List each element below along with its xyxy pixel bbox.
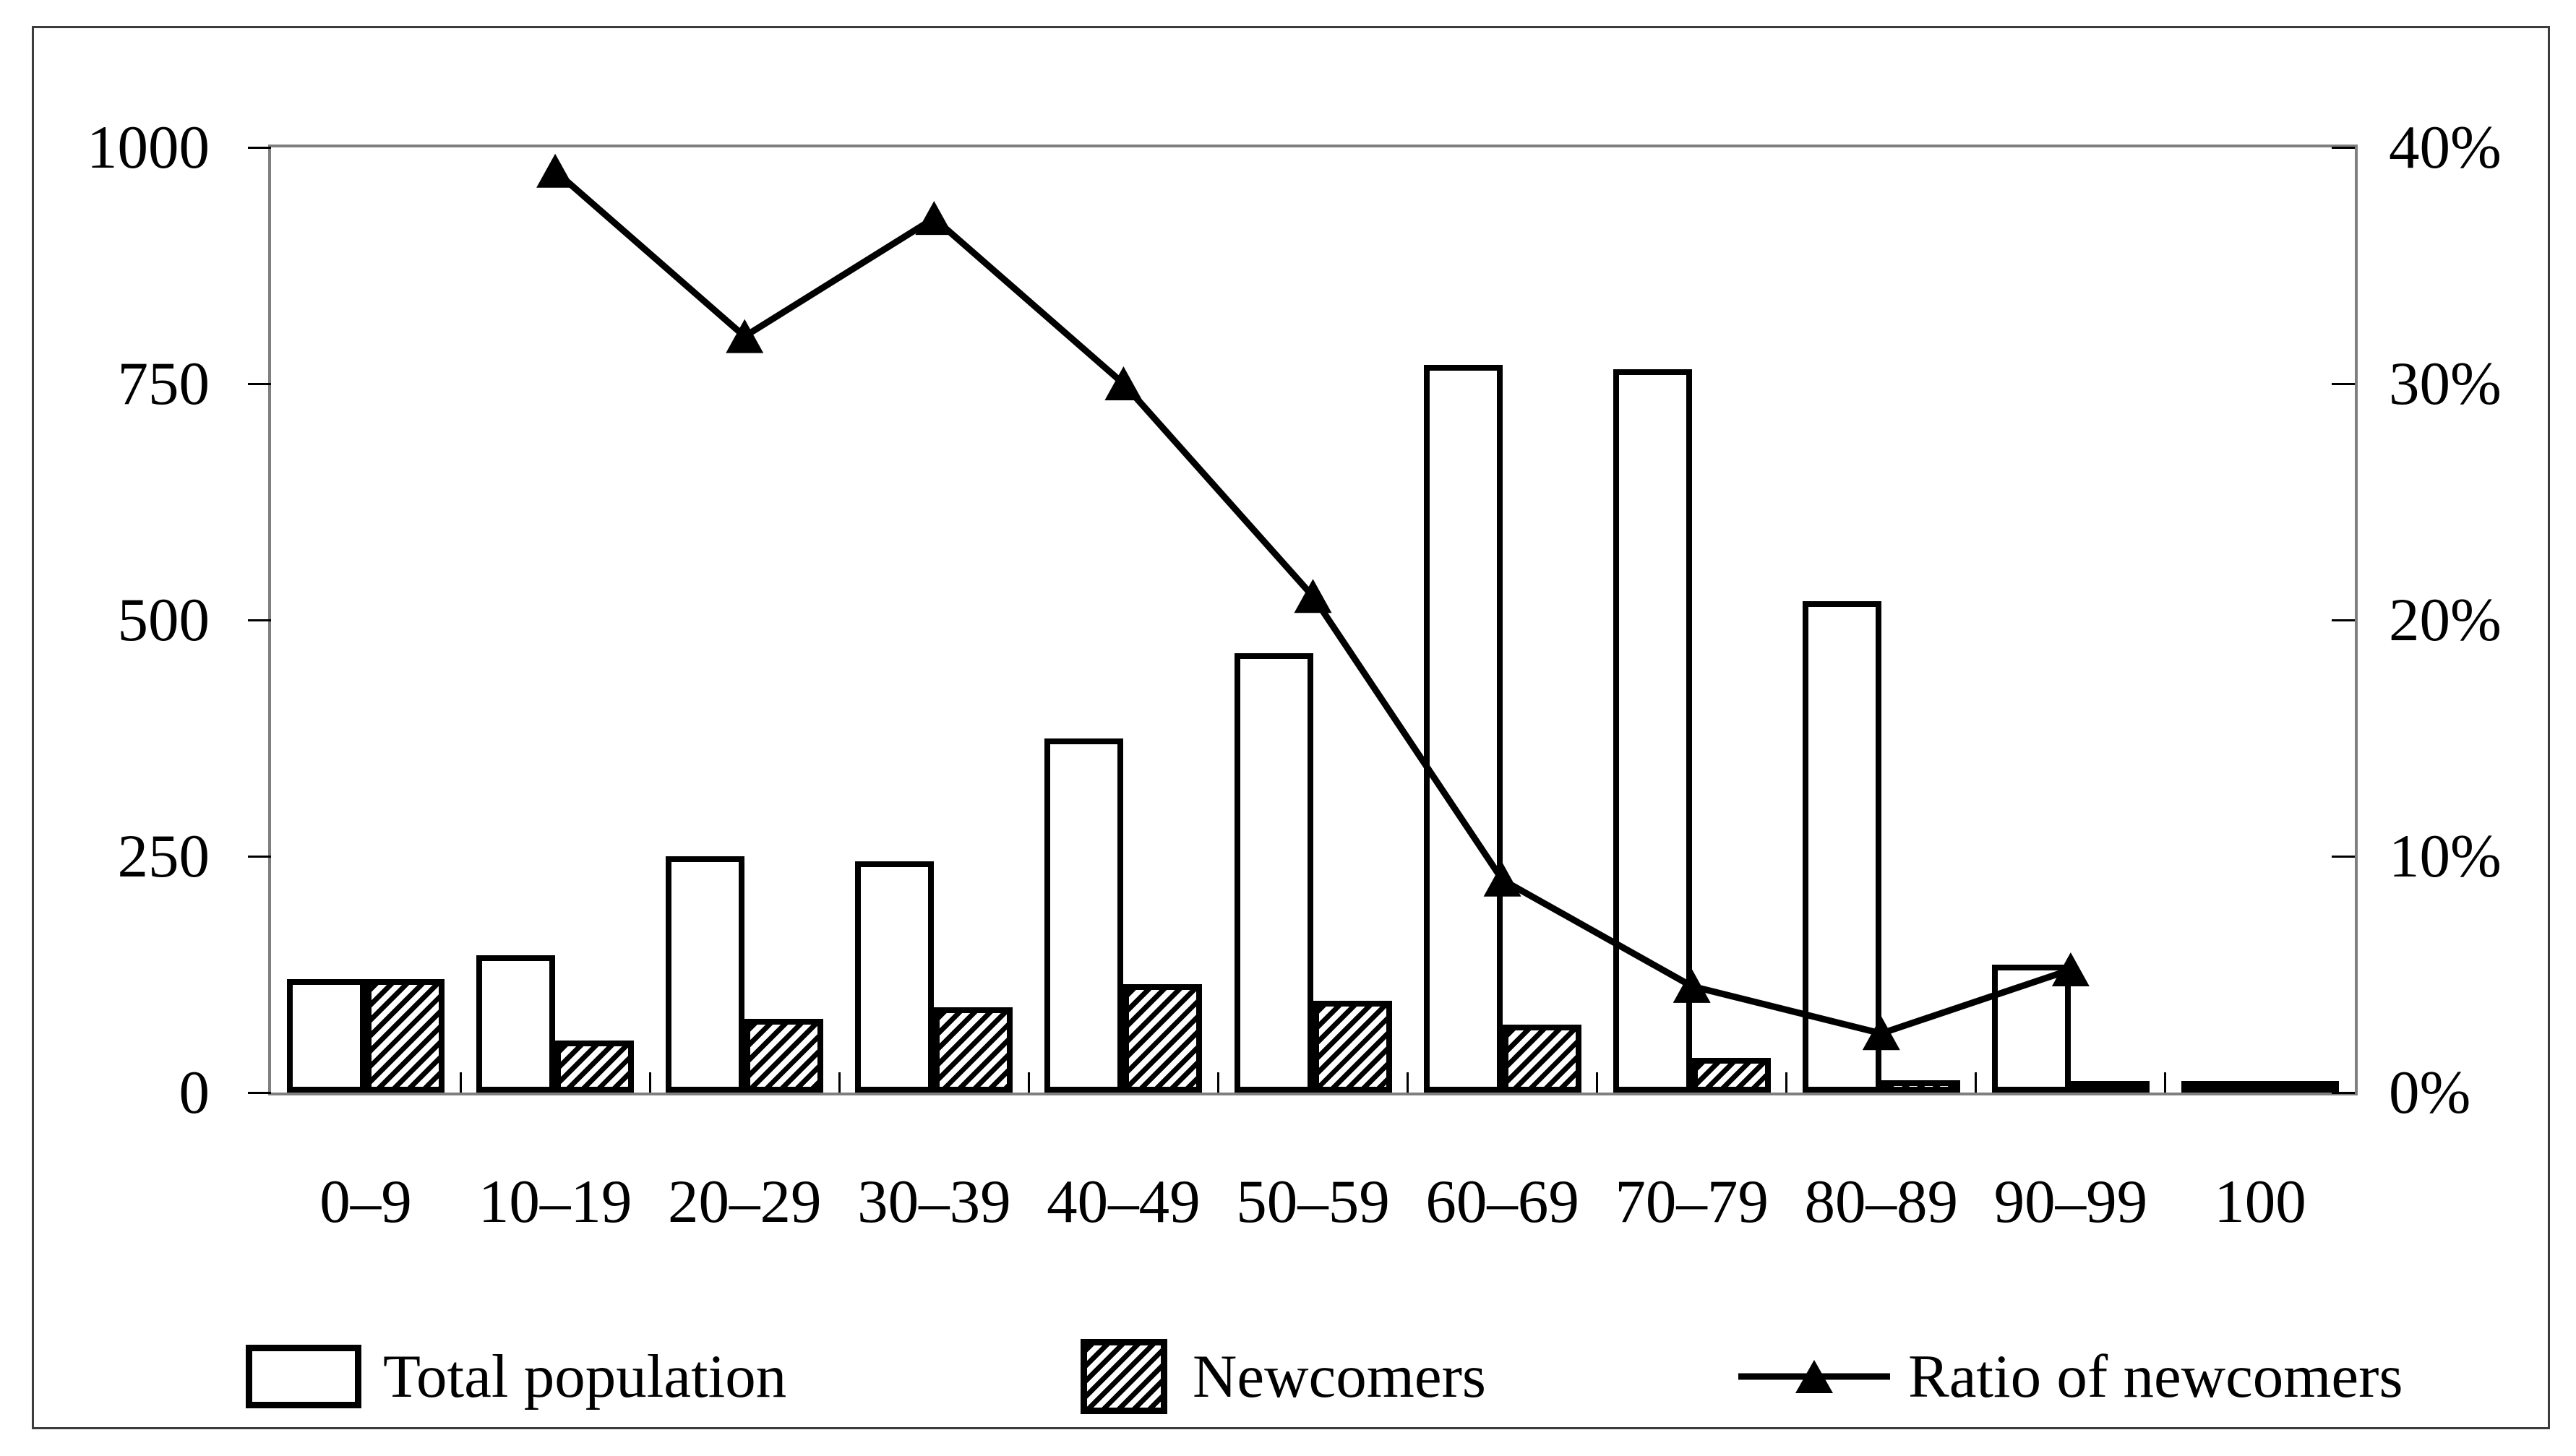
x-axis-tick-3	[838, 1072, 841, 1093]
x-axis-tick-10	[2164, 1072, 2167, 1093]
hatched-swatch-icon	[1081, 1339, 1167, 1414]
ratio-marker-80-89	[1862, 1016, 1900, 1051]
bar-newcomers-10-19	[555, 1041, 635, 1093]
bar-newcomers-20-29	[744, 1018, 824, 1093]
bar-newcomers-90-99	[2070, 1081, 2150, 1093]
y-axis-label-750: 750	[117, 350, 210, 418]
y-axis-label-250: 250	[117, 822, 210, 890]
x-axis-tick-8	[1785, 1072, 1788, 1093]
ratio-marker-90-99	[2051, 952, 2090, 986]
bar-total-50-59	[1234, 652, 1313, 1093]
ratio-marker-60-69	[1483, 862, 1521, 897]
x-axis-label-30-39: 30–39	[857, 1168, 1011, 1236]
bar-newcomers-100	[2259, 1081, 2339, 1093]
bar-total-10-19	[476, 955, 556, 1093]
white-bar-swatch-icon	[246, 1345, 361, 1408]
x-axis-label-90-99: 90–99	[1993, 1168, 2148, 1236]
x-axis-label-40-49: 40–49	[1047, 1168, 1201, 1236]
bar-total-100	[2181, 1081, 2260, 1093]
x-axis-tick-2	[648, 1072, 651, 1093]
right-axis-tick-30	[2332, 382, 2355, 385]
x-axis-label-50-59: 50–59	[1236, 1168, 1390, 1236]
right-axis-label-0: 0%	[2389, 1059, 2471, 1127]
bar-total-40-49	[1044, 738, 1124, 1093]
y-axis-tick-0	[248, 1091, 271, 1094]
y-axis-label-1000: 1000	[87, 113, 210, 181]
y-axis-tick-500	[248, 619, 271, 621]
ratio-line-layer	[536, 153, 2090, 1051]
right-axis-tick-0	[2332, 1091, 2355, 1094]
ratio-marker-30-39	[915, 201, 953, 236]
bar-total-20-29	[666, 856, 745, 1093]
x-axis-tick-7	[1596, 1072, 1599, 1093]
y-axis-tick-250	[248, 855, 271, 858]
plot-area	[268, 145, 2358, 1095]
bar-newcomers-70-79	[1691, 1057, 1771, 1093]
legend-label-total-population: Total population	[383, 1343, 787, 1410]
x-axis-label-60-69: 60–69	[1425, 1168, 1579, 1236]
bar-newcomers-60-69	[1502, 1024, 1581, 1093]
legend-label-newcomers: Newcomers	[1193, 1343, 1486, 1410]
right-axis-label-20: 20%	[2389, 586, 2502, 654]
bar-total-60-69	[1423, 364, 1503, 1093]
legend-line-triangle-icon	[1738, 1360, 1890, 1393]
right-axis-label-10: 10%	[2389, 822, 2502, 890]
y-axis-label-0: 0	[179, 1059, 210, 1127]
bar-newcomers-50-59	[1313, 1001, 1392, 1093]
ratio-marker-10-19	[536, 153, 575, 188]
ratio-marker-20-29	[726, 319, 764, 353]
x-axis-tick-5	[1216, 1072, 1219, 1093]
right-axis-label-30: 30%	[2389, 350, 2502, 418]
bar-newcomers-0-9	[366, 979, 445, 1093]
x-axis-tick-6	[1407, 1072, 1409, 1093]
x-axis-label-70-79: 70–79	[1615, 1168, 1769, 1236]
bar-newcomers-30-39	[934, 1007, 1013, 1093]
ratio-marker-40-49	[1104, 366, 1143, 400]
right-axis-tick-10	[2332, 855, 2355, 858]
right-axis-tick-40	[2332, 146, 2355, 149]
x-axis-tick-9	[1975, 1072, 1978, 1093]
y-axis-tick-1000	[248, 146, 271, 149]
bar-total-0-9	[287, 979, 366, 1093]
bar-newcomers-40-49	[1123, 983, 1203, 1093]
legend-label-ratio-of-newcomers: Ratio of newcomers	[1908, 1343, 2403, 1410]
bar-total-70-79	[1613, 369, 1692, 1093]
x-axis-tick-1	[459, 1072, 462, 1093]
right-axis-tick-20	[2332, 619, 2355, 621]
y-axis-label-500: 500	[117, 586, 210, 654]
ratio-marker-70-79	[1673, 968, 1711, 1003]
x-axis-label-100: 100	[2214, 1168, 2306, 1236]
ratio-marker-50-59	[1294, 579, 1332, 613]
y-axis-tick-750	[248, 382, 271, 385]
bar-total-80-89	[1802, 600, 1881, 1093]
x-axis-label-20-29: 20–29	[667, 1168, 822, 1236]
x-axis-label-80-89: 80–89	[1804, 1168, 1959, 1236]
right-axis-label-40: 40%	[2389, 113, 2502, 181]
x-axis-tick-4	[1027, 1072, 1030, 1093]
bar-newcomers-80-89	[1881, 1080, 1960, 1093]
x-axis-label-10-19: 10–19	[478, 1168, 632, 1236]
bar-total-30-39	[855, 861, 935, 1093]
x-axis-label-0-9: 0–9	[319, 1168, 412, 1236]
